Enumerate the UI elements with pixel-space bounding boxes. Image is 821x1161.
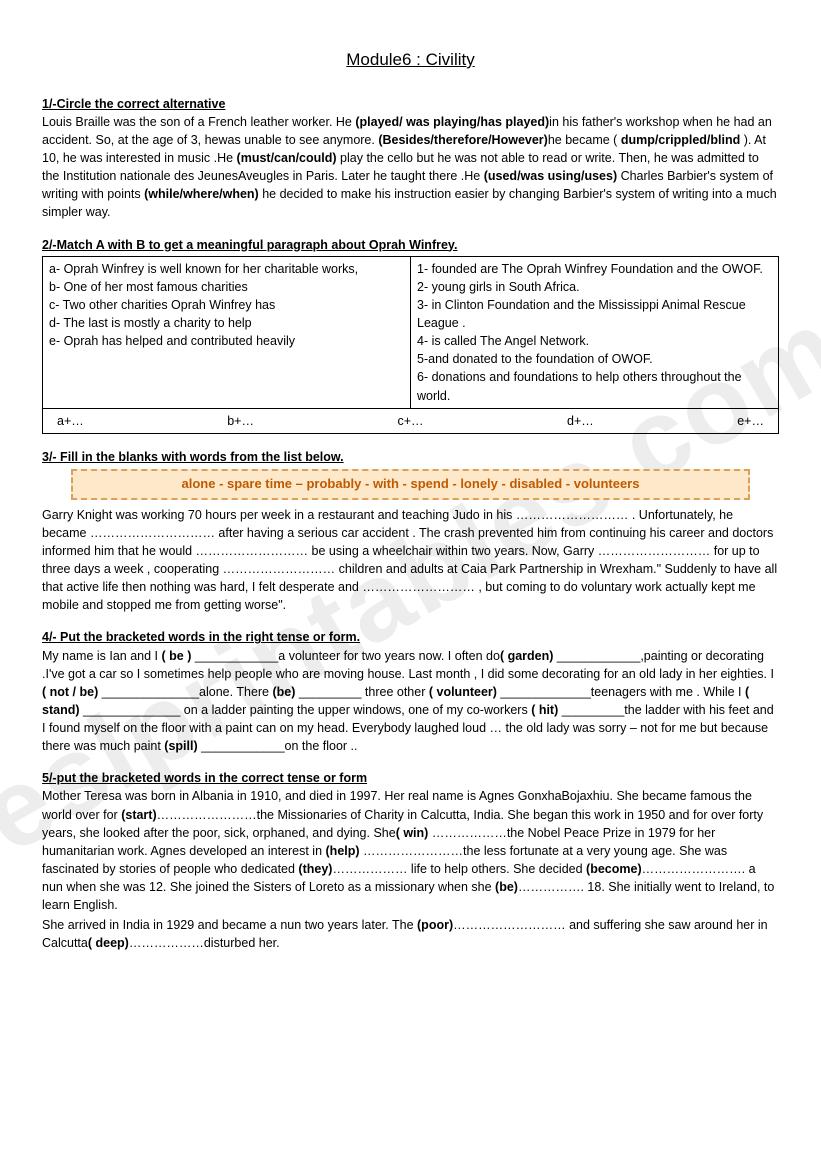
worksheet: Module6 : Civility 1/-Circle the correct… <box>42 48 779 953</box>
section2-head: 2/-Match A with B to get a meaningful pa… <box>42 236 779 254</box>
answer-slot: e+… <box>737 412 764 430</box>
s5-bracket: (start) <box>121 808 156 822</box>
s4-text: _________ three other <box>295 685 428 699</box>
s4-text: ______________alone. There <box>98 685 272 699</box>
answer-row: a+… b+… c+… d+… e+… <box>43 408 779 433</box>
match-a-item: d- The last is mostly a charity to help <box>49 314 404 332</box>
match-b-item: 2- young girls in South Africa. <box>417 278 772 296</box>
match-a-item: a- Oprah Winfrey is well known for her c… <box>49 260 404 278</box>
s1-alt2: (Besides/therefore/However) <box>378 133 548 147</box>
s4-bracket: (be) <box>272 685 295 699</box>
section3-body: Garry Knight was working 70 hours per we… <box>42 506 779 615</box>
match-b-item: 5-and donated to the foundation of OWOF. <box>417 350 772 368</box>
match-b-item: 6- donations and foundations to help oth… <box>417 368 772 404</box>
s5-bracket: (be) <box>495 880 518 894</box>
page-title: Module6 : Civility <box>42 48 779 73</box>
match-b-item: 1- founded are The Oprah Winfrey Foundat… <box>417 260 772 278</box>
s4-bracket: ( hit) <box>531 703 558 717</box>
section5-body2: She arrived in India in 1929 and became … <box>42 916 779 952</box>
s4-text: ______________ on a ladder painting the … <box>80 703 532 717</box>
section3-head: 3/- Fill in the blanks with words from t… <box>42 448 779 466</box>
s1-alt6: (while/where/when) <box>144 187 259 201</box>
word-list-box: alone - spare time – probably - with - s… <box>71 469 749 500</box>
s1-alt5: (used/was using/uses) <box>484 169 617 183</box>
s5-bracket: ( deep) <box>88 936 129 950</box>
s5-text: She arrived in India in 1929 and became … <box>42 918 417 932</box>
s5-text: ………………disturbed her. <box>129 936 280 950</box>
section4-head: 4/- Put the bracketed words in the right… <box>42 628 779 646</box>
match-a-item: c- Two other charities Oprah Winfrey has <box>49 296 404 314</box>
section1-head: 1/-Circle the correct alternative <box>42 95 779 113</box>
match-b-item: 3- in Clinton Foundation and the Mississ… <box>417 296 772 332</box>
match-a-item: b- One of her most famous charities <box>49 278 404 296</box>
s4-text: _____________teenagers with me . While I <box>497 685 745 699</box>
s5-bracket: (help) <box>326 844 360 858</box>
answer-slot: a+… <box>57 412 84 430</box>
match-table: a- Oprah Winfrey is well known for her c… <box>42 256 779 434</box>
s4-bracket: ( garden) <box>500 649 553 663</box>
s1-text: Louis Braille was the son of a French le… <box>42 115 355 129</box>
s5-text: ……………… life to help others. She decided <box>332 862 586 876</box>
s1-alt4: (must/can/could) <box>237 151 337 165</box>
s5-bracket: (become) <box>586 862 642 876</box>
match-b-item: 4- is called The Angel Network. <box>417 332 772 350</box>
match-a-item: e- Oprah has helped and contributed heav… <box>49 332 404 350</box>
s4-text: My name is Ian and I <box>42 649 162 663</box>
s5-bracket: ( win) <box>396 826 429 840</box>
s5-bracket: (they) <box>298 862 332 876</box>
s4-bracket: ( volunteer) <box>429 685 497 699</box>
table-row: a- Oprah Winfrey is well known for her c… <box>43 256 779 408</box>
section5-body: Mother Teresa was born in Albania in 191… <box>42 787 779 914</box>
section4-body: My name is Ian and I ( be ) ____________… <box>42 647 779 756</box>
s1-alt3: dump/crippled/blind <box>621 133 740 147</box>
s5-bracket: (poor) <box>417 918 453 932</box>
s4-bracket: (spill) <box>164 739 197 753</box>
s4-text: ____________on the floor .. <box>198 739 358 753</box>
s1-alt1: (played/ was playing/has played) <box>355 115 549 129</box>
section1-body: Louis Braille was the son of a French le… <box>42 113 779 222</box>
s4-text: ____________a volunteer for two years no… <box>191 649 500 663</box>
answer-slot: b+… <box>227 412 254 430</box>
section5-head: 5/-put the bracketed words in the correc… <box>42 769 779 787</box>
s4-bracket: ( not / be) <box>42 685 98 699</box>
s4-bracket: ( be ) <box>162 649 192 663</box>
answer-slot: d+… <box>567 412 594 430</box>
answer-slot: c+… <box>397 412 423 430</box>
s1-text: he became ( <box>548 133 621 147</box>
